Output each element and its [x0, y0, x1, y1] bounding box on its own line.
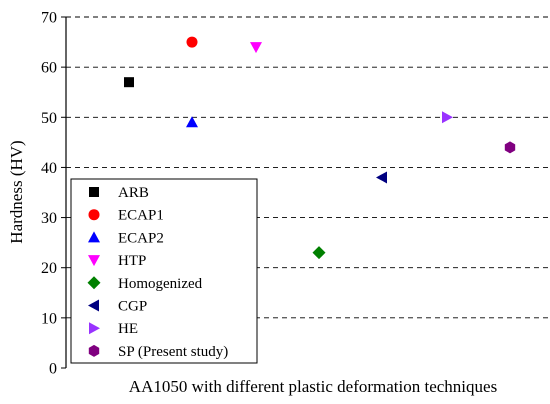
point-arb [124, 77, 134, 88]
y-tick-label-50: 50 [41, 110, 57, 127]
point-he [442, 111, 453, 124]
y-tick-label-0: 0 [49, 361, 57, 378]
point-ecap2 [186, 116, 198, 128]
legend-label-he: HE [118, 321, 138, 337]
x-axis-label: AA1050 with different plastic deformatio… [129, 377, 497, 396]
point-htp [250, 42, 262, 54]
y-tick-label-40: 40 [41, 160, 57, 177]
legend-label-ecap1: ECAP1 [118, 208, 164, 224]
y-axis-label: Hardness (HV) [7, 140, 26, 243]
legend-marker-arb [89, 187, 99, 197]
legend-label-homogenized: Homogenized [118, 276, 203, 292]
legend-marker-homogenized [87, 276, 101, 290]
legend-label-cgp: CGP [118, 299, 147, 315]
legend-label-htp: HTP [118, 253, 146, 269]
point-ecap1 [186, 36, 198, 48]
point-sp-present-study [504, 141, 516, 154]
legend-marker-htp [88, 255, 100, 267]
point-homogenized [312, 246, 326, 260]
y-tick-label-30: 30 [41, 210, 57, 227]
legend-marker-he [89, 322, 100, 335]
legend: ARB ECAP1 ECAP2 HTP Homogenized CGP HE SP (Pres… [70, 178, 258, 364]
y-tick-label-20: 20 [41, 260, 57, 277]
legend-marker-cgp [88, 299, 99, 312]
y-tick-label-70: 70 [41, 10, 57, 27]
point-cgp [376, 171, 387, 184]
y-tick-label-10: 10 [41, 310, 57, 327]
legend-marker-ecap1 [88, 209, 100, 221]
data-points [124, 36, 516, 260]
legend-label-arb: ARB [118, 185, 149, 201]
legend-marker-ecap2 [88, 231, 100, 243]
y-ticks: 0 10 20 30 40 50 60 70 [41, 10, 66, 378]
y-tick-label-60: 60 [41, 60, 57, 77]
legend-marker-sp-present-study [88, 344, 100, 357]
legend-box [70, 178, 258, 364]
legend-label-sp-present-study: SP (Present study) [118, 344, 228, 360]
legend-label-ecap2: ECAP2 [118, 230, 164, 246]
